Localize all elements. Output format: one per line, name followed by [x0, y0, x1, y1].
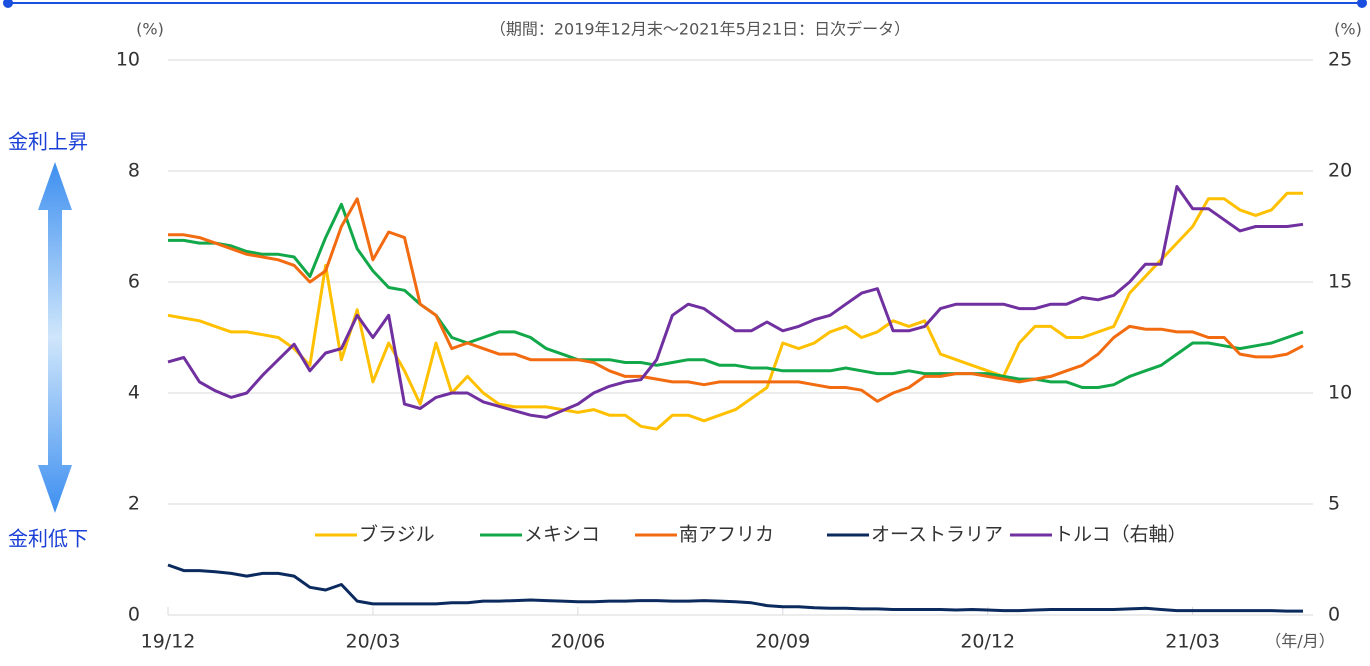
legend-label: 南アフリカ — [679, 524, 774, 546]
series-line — [168, 202, 1304, 389]
y2-axis-label: (%) — [1334, 20, 1362, 39]
y2-tick-label: 25 — [1328, 49, 1352, 71]
top-rule-dot — [3, 0, 13, 8]
series-line — [167, 185, 1304, 419]
y-tick-label: 4 — [128, 382, 140, 404]
y-tick-label: 6 — [128, 271, 140, 293]
legend-label: トルコ（右軸） — [1054, 524, 1187, 546]
series-line — [168, 197, 1304, 403]
legend-label: オーストラリア — [871, 524, 1003, 546]
legend-label: メキシコ — [524, 524, 600, 546]
y2-tick-label: 15 — [1328, 271, 1352, 293]
x-tick-label: 20/03 — [346, 631, 401, 653]
x-tick-label: 19/12 — [141, 631, 196, 653]
x-tick-label: 21/03 — [1165, 631, 1220, 653]
y2-tick-label: 20 — [1328, 160, 1352, 182]
y2-tick-label: 10 — [1328, 382, 1352, 404]
y-tick-label: 10 — [116, 49, 140, 71]
y-tick-label: 2 — [128, 493, 140, 515]
x-axis-label: （年/月） — [1265, 632, 1334, 651]
direction-arrow — [38, 162, 72, 513]
top-rule-dot — [1357, 0, 1367, 8]
series-line — [167, 563, 1303, 613]
y-axis-label: (%) — [136, 20, 164, 39]
legend-label: ブラジル — [359, 523, 435, 546]
x-tick-label: 20/06 — [550, 631, 605, 653]
annotation: 金利低下 — [8, 527, 88, 551]
y2-tick-label: 5 — [1328, 493, 1340, 515]
annotation: 金利上昇 — [8, 130, 88, 154]
x-tick-label: 20/12 — [960, 631, 1015, 653]
y-tick-label: 0 — [128, 604, 140, 626]
subtitle: （期間：2019年12月末～2021年5月21日：日次データ） — [490, 20, 910, 39]
series-line — [167, 191, 1303, 431]
y-tick-label: 8 — [128, 160, 140, 182]
x-tick-label: 20/09 — [755, 631, 810, 653]
y2-tick-label: 0 — [1328, 604, 1340, 626]
